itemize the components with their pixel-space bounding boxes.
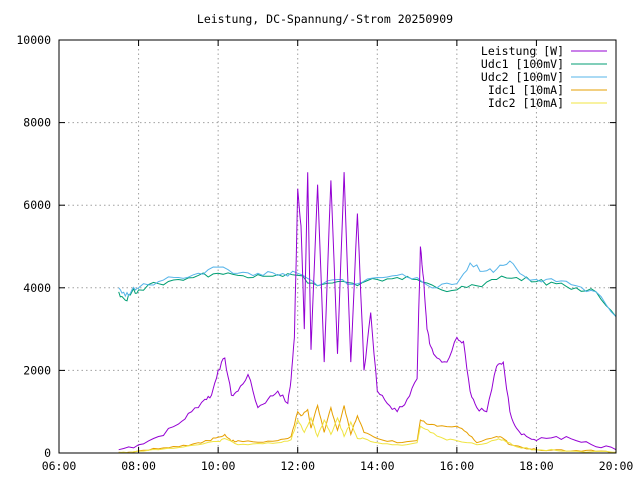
series-line-4: [118, 403, 617, 454]
y-tick-label: 4000: [23, 281, 51, 295]
series-line-5: [118, 416, 617, 454]
plot-frame: [58, 39, 617, 454]
y-tick-label: 6000: [23, 198, 51, 212]
y-tick-label: 10000: [16, 33, 51, 47]
x-tick-label: 16:00: [440, 459, 475, 473]
axis-ticks: 06:00 08:00 10:00 12:00 14:00 16:00 18:00 20:00…: [16, 33, 633, 473]
legend-label: Leistung [W]: [481, 44, 564, 58]
legend-label: Udc2 [100mV]: [481, 70, 564, 84]
series-layer: [118, 172, 617, 454]
legend-label: Idc1 [10mA]: [488, 83, 564, 97]
x-tick-label: 20:00: [599, 459, 634, 473]
series-line-3: [118, 260, 617, 318]
x-tick-label: 10:00: [201, 459, 236, 473]
grid: [59, 40, 616, 453]
series-line-2: [118, 272, 617, 318]
x-tick-label: 14:00: [360, 459, 395, 473]
y-tick-label: 0: [44, 446, 51, 460]
x-tick-label: 12:00: [280, 459, 315, 473]
y-tick-label: 2000: [23, 363, 51, 377]
legend-label: Udc1 [100mV]: [481, 57, 564, 71]
chart-title: Leistung, DC-Spannung/-Strom 20250909: [197, 12, 453, 26]
y-tick-label: 8000: [23, 116, 51, 130]
legend-label: Idc2 [10mA]: [488, 96, 564, 110]
series-line-1: [118, 172, 617, 451]
x-tick-label: 08:00: [121, 459, 156, 473]
x-tick-label: 18:00: [519, 459, 554, 473]
x-tick-label: 06:00: [42, 459, 77, 473]
legend: Leistung [W]Udc1 [100mV]Udc2 [100mV]Idc1…: [481, 44, 607, 110]
